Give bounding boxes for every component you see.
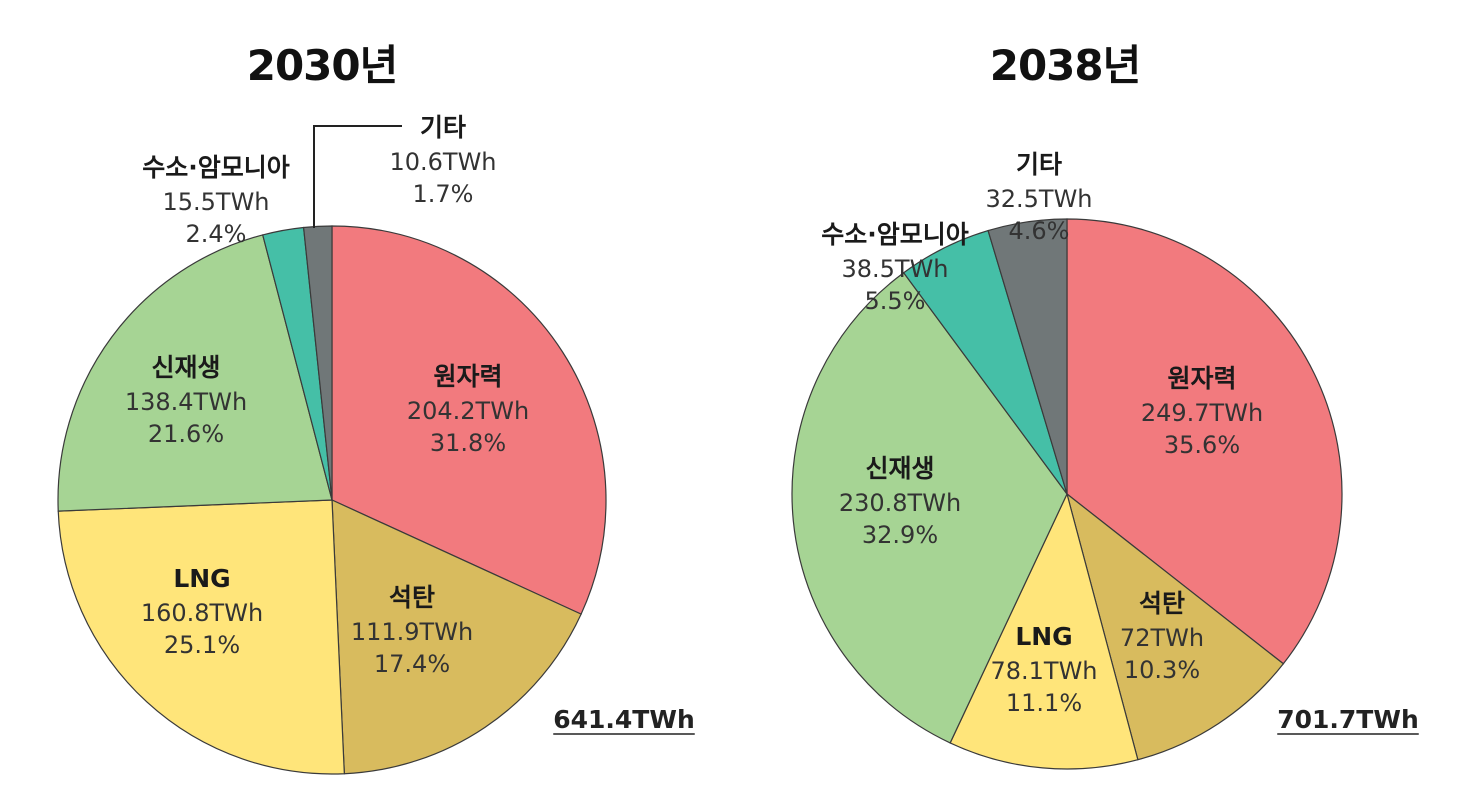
chart-title: 2030년 [247,41,398,90]
slice-value: 111.9TWh [351,618,473,646]
slice-label-lng: LNG 160.8TWh 25.1% [141,564,263,659]
pie-slice-other [987,218,1068,495]
slice-value: 138.4TWh [125,388,247,416]
slice-percent: 32.9% [862,521,938,549]
slice-percent: 17.4% [374,650,450,678]
pie-slice-nuclear [331,225,607,615]
pie-slice-renewable [57,234,333,512]
slice-value: 72TWh [1120,624,1204,652]
slice-percent: 2.4% [186,220,247,248]
slice-percent: 21.6% [148,420,224,448]
slice-label-other: 기타 32.5TWh 4.6% [985,150,1092,245]
slice-percent: 4.6% [1009,217,1070,245]
slice-name: 석탄 [1139,589,1185,618]
pie-slice-coal [1065,492,1285,761]
slice-name: 기타 [420,113,466,142]
slice-value: 10.6TWh [389,148,496,176]
pie-slice-other [302,225,333,501]
slice-value: 32.5TWh [985,185,1092,213]
slice-percent: 1.7% [413,180,474,208]
slice-value: 249.7TWh [1141,399,1263,427]
pie-slice-renewable [791,271,1068,744]
total-label: 701.7TWh [1277,705,1419,734]
slice-label-nuclear: 원자력 249.7TWh 35.6% [1141,364,1263,459]
slice-label-other: 기타 10.6TWh 1.7% [389,113,496,208]
slice-label-hydrogen-ammonia: 수소·암모니아 15.5TWh 2.4% [142,153,290,248]
slice-name: 신재생 [865,454,934,483]
slice-percent: 5.5% [865,287,926,315]
slice-name: 기타 [1016,150,1062,179]
slice-value: 160.8TWh [141,599,263,627]
slice-percent: 10.3% [1124,656,1200,684]
slice-name: LNG [173,564,230,593]
pie-slice-lng [949,492,1139,770]
slice-value: 38.5TWh [841,255,948,283]
slice-name: LNG [1015,622,1072,651]
slice-value: 78.1TWh [990,657,1097,685]
total-label: 641.4TWh [553,705,695,734]
slice-percent: 25.1% [164,631,240,659]
slice-value: 230.8TWh [839,489,961,517]
slice-percent: 31.8% [430,429,506,457]
slice-name: 수소·암모니아 [142,153,290,182]
slice-percent: 11.1% [1006,689,1082,717]
pie-slice-coal [331,499,582,775]
slice-name: 신재생 [151,353,220,382]
slice-percent: 35.6% [1164,431,1240,459]
slice-label-coal: 석탄 72TWh 10.3% [1120,589,1204,684]
slice-label-renewable: 신재생 138.4TWh 21.6% [125,353,247,448]
slice-label-lng: LNG 78.1TWh 11.1% [990,622,1097,717]
slice-name: 수소·암모니아 [821,220,969,249]
slice-value: 15.5TWh [162,188,269,216]
pie-slice-lng [57,499,345,775]
pie-slice-nuclear [1066,218,1343,665]
slice-name: 원자력 [1167,364,1236,393]
leader-line [313,125,402,228]
slice-name: 석탄 [389,583,435,612]
slice-label-coal: 석탄 111.9TWh 17.4% [351,583,473,678]
chart-title: 2038년 [990,41,1141,90]
slice-label-nuclear: 원자력 204.2TWh 31.8% [407,362,529,457]
slice-name: 원자력 [433,362,502,391]
slice-label-renewable: 신재생 230.8TWh 32.9% [839,454,961,549]
slice-label-hydrogen-ammonia: 수소·암모니아 38.5TWh 5.5% [821,220,969,315]
slice-value: 204.2TWh [407,397,529,425]
